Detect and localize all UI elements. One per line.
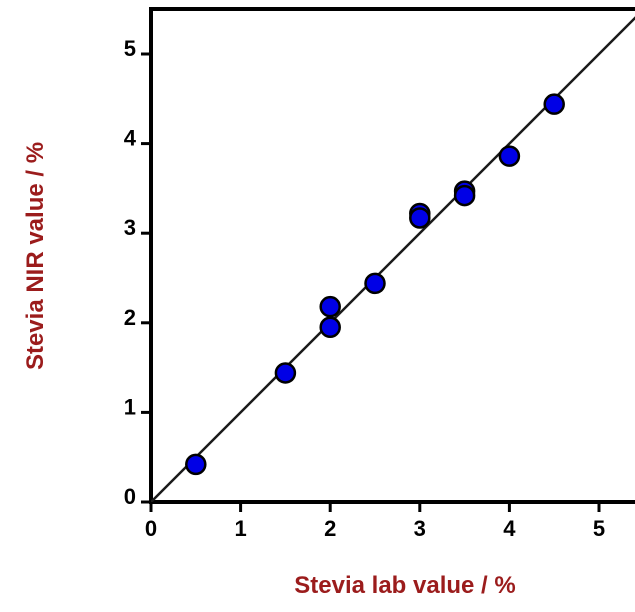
x-tick-label: 4 — [503, 516, 516, 541]
y-tick-label: 0 — [124, 484, 136, 509]
y-tick-label: 4 — [124, 126, 137, 151]
x-tick-label: 2 — [324, 516, 336, 541]
points-layer — [185, 93, 565, 476]
y-tick-label: 3 — [124, 215, 136, 240]
reference-line-layer — [151, 16, 635, 502]
y-tick-label: 5 — [124, 36, 136, 61]
y-tick-label: 2 — [124, 305, 136, 330]
x-axis-label: Stevia lab value / % — [294, 572, 515, 599]
x-tick-label: 5 — [593, 516, 605, 541]
data-point — [409, 207, 431, 229]
y-axis-label: Stevia NIR value / % — [22, 142, 49, 370]
data-point — [364, 272, 386, 295]
data-point — [319, 316, 341, 339]
x-tick-label: 1 — [234, 516, 246, 541]
data-point — [274, 362, 297, 384]
data-point — [185, 453, 207, 476]
data-point — [319, 295, 341, 318]
data-point — [453, 184, 476, 207]
y-tick-label: 1 — [124, 394, 136, 419]
plot-frame — [149, 7, 635, 504]
ticks-layer: 0 1 2 3 4 5 0 1 2 3 4 5 — [124, 36, 605, 541]
data-point — [543, 93, 565, 115]
reference-line — [151, 16, 635, 502]
x-tick-label: 3 — [414, 516, 426, 541]
x-tick-label: 0 — [145, 516, 157, 541]
data-point — [498, 145, 521, 167]
